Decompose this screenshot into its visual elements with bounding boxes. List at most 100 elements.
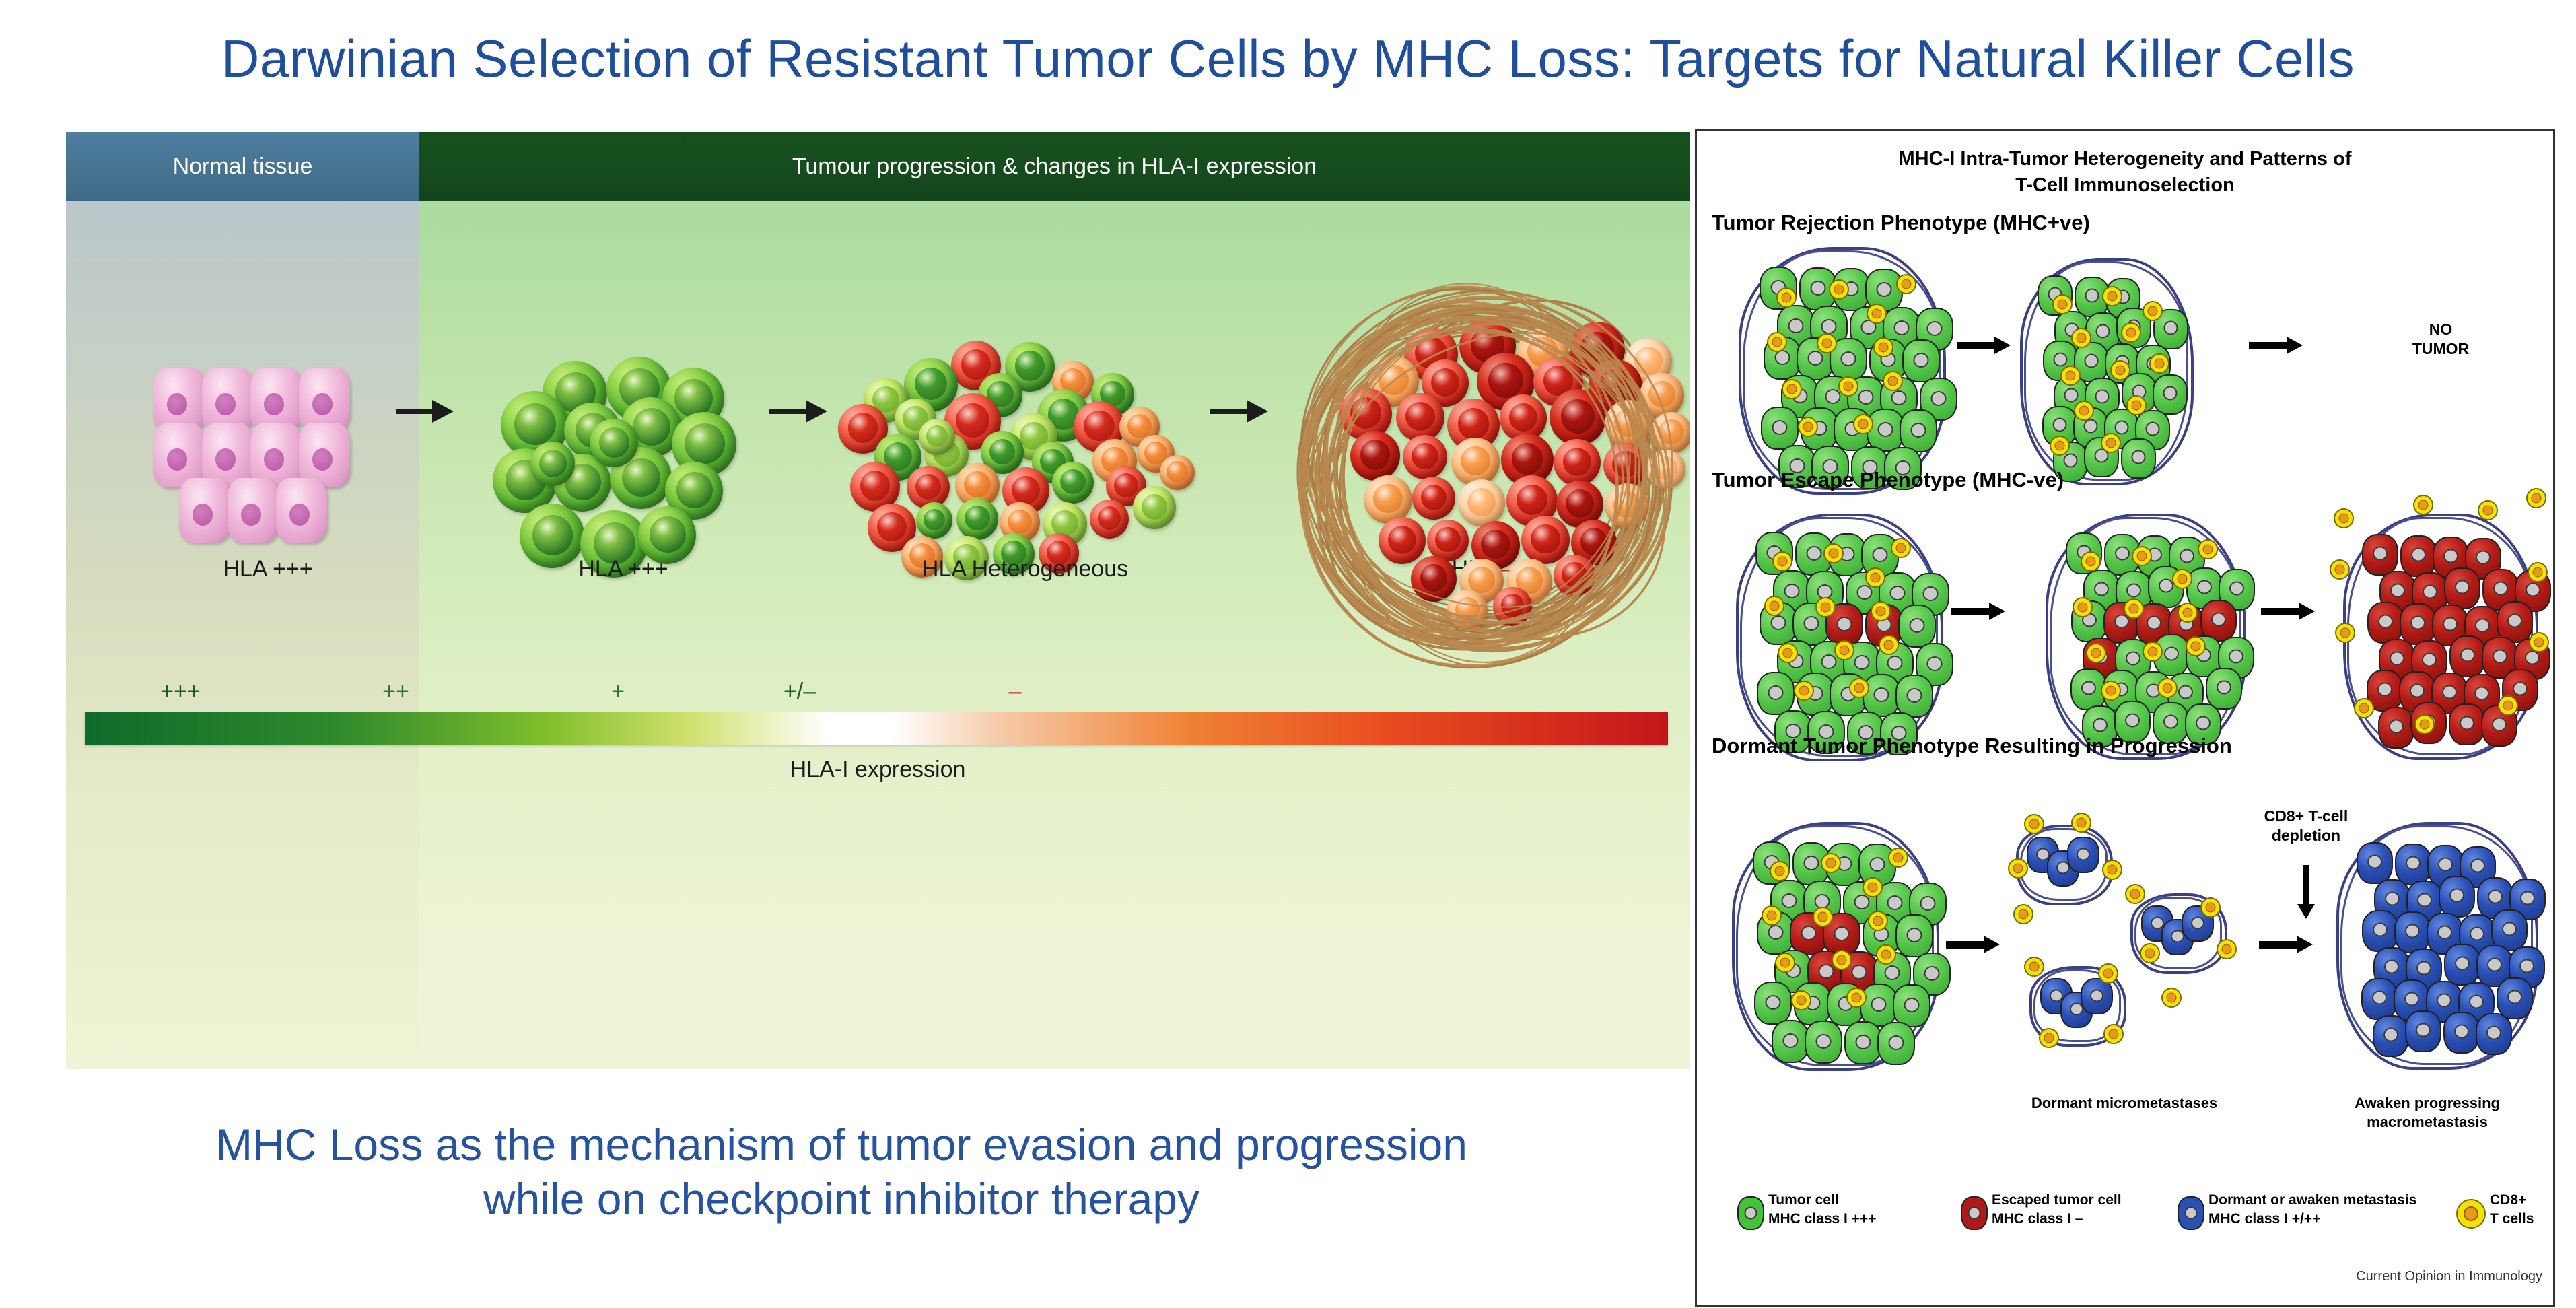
tumour-cell (1912, 573, 1950, 616)
cell-nucleus (1566, 489, 1594, 518)
legend-swatch-metastasis-cell (2178, 1196, 2204, 1230)
epithelial-cell (179, 478, 230, 543)
epithelial-cell (250, 423, 302, 487)
t-cell-nucleus (1803, 421, 1813, 432)
cell-nucleus (2492, 717, 2507, 732)
tumour-cell-red (1603, 443, 1648, 487)
cell-nucleus (2125, 713, 2140, 728)
awaken-macrometastasis-caption: Awaken progressing macrometastasis (2323, 1094, 2532, 1131)
tumour-cell-red (1550, 389, 1606, 446)
cd8-t-cell (2121, 322, 2141, 343)
cell-nucleus (2384, 959, 2399, 974)
cell-nucleus (1910, 422, 1926, 438)
cd8-t-cell (1868, 911, 1888, 931)
cell-nucleus (1807, 350, 1823, 366)
cd8-depletion-note: CD8+ T-cell depletion (2222, 806, 2390, 846)
micrometastasis-stroma (2130, 893, 2227, 974)
cell-nucleus (2423, 584, 2437, 599)
cell-nucleus (1500, 594, 1525, 618)
tumour-cell (1844, 1021, 1883, 1064)
t-cell-nucleus (1854, 683, 1865, 693)
epithelial-cell (299, 423, 350, 487)
section-heading-dormant: Dormant Tumor Phenotype Resulting in Pro… (1712, 734, 2232, 757)
cell-nucleus (1167, 461, 1188, 483)
tumour-cell (1867, 409, 1904, 452)
cd8-t-cell (2124, 598, 2144, 619)
escape-stroma-2 (2046, 514, 2246, 760)
cd8-t-cell (1863, 877, 1883, 897)
t-cell-nucleus (2145, 948, 2155, 959)
cd8-t-cell (2143, 301, 2163, 321)
t-cell-nucleus (2482, 505, 2493, 516)
cell-nucleus (1906, 687, 1922, 703)
cd8-t-cell (1832, 950, 1852, 970)
cell-nucleus (1893, 320, 1910, 335)
cell-nucleus (2371, 990, 2387, 1005)
cell-nucleus (877, 512, 907, 542)
cell-nucleus (2437, 925, 2452, 940)
cell-nucleus (2526, 582, 2540, 597)
cell-nucleus (1511, 443, 1543, 475)
cell-nucleus (1659, 419, 1684, 445)
t-cell-nucleus (2115, 365, 2126, 376)
cell-nucleus (1060, 469, 1086, 495)
left-panel-body: Normal tissue Tumour progression & chang… (66, 132, 1690, 1069)
cell-nucleus (1599, 369, 1632, 402)
tumour-cell-red (1379, 517, 1426, 564)
t-cell-nucleus (2531, 493, 2542, 504)
cd8-t-cell (2335, 623, 2355, 643)
cd8-t-cell (1817, 333, 1837, 353)
awaken-metastasis-cell (2394, 911, 2431, 953)
cell-nucleus (1788, 318, 1804, 333)
cell-nucleus (1851, 964, 1867, 979)
t-cell-nucleus (2177, 574, 2188, 584)
hla-expression-gradient-bar (85, 712, 1668, 745)
cell-nucleus (2404, 992, 2419, 1006)
cd8-t-cell (2039, 1028, 2059, 1048)
rejection-arrow-1 (1957, 337, 2013, 354)
t-cell-nucleus (1895, 543, 1906, 553)
cd8-t-cell (2102, 860, 2122, 880)
cd8-t-cell (2149, 353, 2169, 374)
t-cell-nucleus (1871, 308, 1882, 319)
t-cell-nucleus (1883, 640, 1894, 650)
cell-nucleus (2469, 926, 2484, 941)
cd8-t-cell (1775, 953, 1795, 973)
cell-nucleus (1884, 965, 1900, 980)
legend-escaped-cell-line1: Escaped tumor cell (1992, 1192, 2122, 1208)
tumour-cell-red (1412, 477, 1455, 520)
legend-text-cd8-tcell: CD8+ T cells (2490, 1191, 2534, 1229)
cell-nucleus (215, 393, 236, 416)
t-cell-nucleus (2054, 440, 2065, 451)
cell-nucleus (1648, 380, 1675, 408)
tumour-cell (1860, 984, 1898, 1027)
cell-nucleus (1420, 484, 1447, 510)
tumour-cell-green (590, 419, 638, 467)
cell-nucleus (2163, 714, 2178, 729)
cd8-t-cell (2140, 943, 2160, 963)
cell-nucleus (685, 423, 725, 464)
cd8-t-cell (2217, 939, 2237, 959)
right-panel-title-line2: T-Cell Immunoselection (2015, 174, 2235, 197)
cell-nucleus (1906, 927, 1922, 942)
tumour-cell-mixed (1090, 500, 1129, 539)
cell-nucleus (2052, 417, 2066, 432)
cd8-t-cell (2334, 508, 2354, 528)
tumour-cell (1898, 605, 1936, 648)
cell-nucleus (2460, 716, 2474, 730)
escaped-tumour-cell (2367, 601, 2404, 644)
awaken-metastasis-cell (2394, 843, 2431, 885)
cell-nucleus (514, 403, 556, 445)
cell-nucleus (2437, 857, 2453, 872)
tumour-cell (1877, 1022, 1916, 1065)
cell-nucleus (2084, 353, 2098, 368)
epithelial-cell (153, 368, 205, 432)
no-tumor-line2: TUMOR (2412, 339, 2470, 357)
tumour-progression-header-label: Tumour progression & changes in HLA-I ex… (792, 153, 1317, 179)
tumour-cell (1811, 446, 1850, 489)
awaken-metastasis-cell (2373, 1014, 2409, 1057)
cell-nucleus (1825, 388, 1841, 404)
cell-nucleus (2114, 546, 2130, 561)
escaped-tumour-cell (2400, 535, 2437, 577)
cell-nucleus (2460, 648, 2475, 662)
